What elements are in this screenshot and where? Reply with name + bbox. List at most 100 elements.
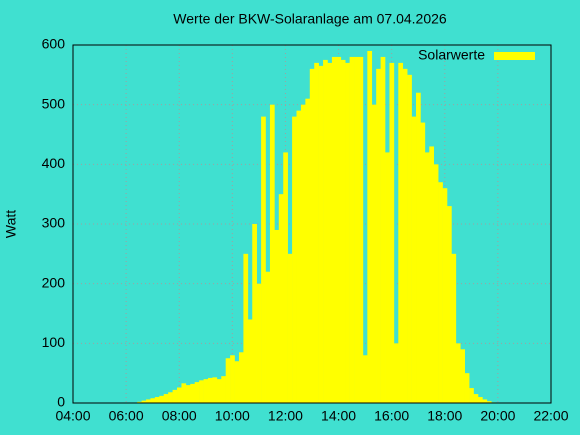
- plot-frame: [72, 44, 552, 404]
- bar: [380, 56, 386, 403]
- x-tick-label: 06:00: [109, 408, 144, 424]
- bar: [256, 283, 262, 403]
- bar: [269, 104, 275, 404]
- bar: [349, 56, 355, 403]
- bar: [177, 387, 182, 403]
- bar: [464, 373, 470, 403]
- bar: [433, 164, 439, 403]
- bar: [212, 377, 218, 403]
- bar: [367, 50, 373, 403]
- bar: [482, 399, 488, 403]
- bar: [309, 68, 315, 403]
- bar: [331, 56, 337, 403]
- y-tick-label: 100: [42, 334, 66, 350]
- bar: [283, 152, 288, 403]
- bar: [420, 122, 426, 404]
- bar: [154, 397, 160, 403]
- bar: [393, 343, 399, 403]
- bar: [159, 395, 165, 403]
- bar: [247, 319, 253, 403]
- y-tick-label: 300: [42, 215, 66, 231]
- x-tick-label: 14:00: [321, 408, 356, 424]
- bar: [442, 188, 448, 403]
- bar: [429, 146, 435, 403]
- bar: [221, 376, 226, 403]
- bar: [172, 389, 178, 403]
- bar: [340, 59, 346, 404]
- bar: [181, 383, 187, 403]
- bar: [327, 62, 333, 404]
- bar: [389, 62, 395, 404]
- bar: [296, 110, 302, 403]
- bar: [194, 382, 200, 403]
- legend-label: Solarwerte: [418, 47, 485, 63]
- x-tick-label: 10:00: [215, 408, 250, 424]
- bar: [265, 271, 271, 403]
- bar: [190, 383, 196, 403]
- bar: [411, 116, 417, 403]
- y-axis-label: Watt: [3, 210, 19, 238]
- bar: [163, 394, 169, 403]
- chart-title: Werte der BKW-Solaranlage am 07.04.2026: [173, 11, 447, 27]
- bar: [438, 182, 443, 403]
- x-tick-label: 16:00: [374, 408, 409, 424]
- y-tick-label: 400: [42, 155, 66, 171]
- bar: [362, 355, 368, 403]
- bar: [287, 253, 293, 403]
- bar: [243, 253, 249, 403]
- bar: [203, 379, 209, 403]
- bar: [261, 116, 266, 403]
- bar: [371, 104, 377, 404]
- bar: [199, 380, 204, 403]
- bar: [407, 74, 412, 403]
- bar: [207, 377, 213, 403]
- bar: [460, 349, 465, 403]
- bar: [336, 56, 342, 403]
- x-tick-label: 12:00: [268, 408, 303, 424]
- bar: [278, 194, 284, 403]
- x-tick-label: 04:00: [55, 408, 90, 424]
- bar: [451, 253, 457, 403]
- bar: [424, 152, 430, 403]
- bar: [402, 68, 408, 403]
- x-tick-label: 08:00: [162, 408, 197, 424]
- bar: [225, 358, 231, 403]
- bar: [345, 62, 350, 404]
- bar: [473, 394, 479, 403]
- bar: [398, 62, 404, 404]
- bar: [146, 399, 151, 403]
- bar: [252, 224, 257, 403]
- bar: [292, 116, 297, 403]
- y-tick-label: 200: [42, 274, 66, 290]
- bar: [323, 59, 328, 404]
- bar: [385, 152, 390, 403]
- y-tick-label: 600: [42, 36, 66, 52]
- bar: [141, 400, 147, 403]
- bar: [234, 361, 240, 403]
- y-tick-label: 0: [57, 394, 65, 410]
- bar: [469, 388, 474, 403]
- bar: [230, 355, 235, 403]
- bar: [477, 397, 483, 403]
- x-tick-label: 18:00: [427, 408, 462, 424]
- bar: [305, 98, 311, 403]
- bar: [238, 352, 244, 403]
- bar: [354, 56, 359, 403]
- legend-swatch: [494, 52, 535, 60]
- bar: [376, 68, 381, 403]
- y-tick-label: 500: [42, 95, 66, 111]
- bar: [168, 392, 173, 403]
- bar: [486, 401, 492, 403]
- x-tick-label: 22:00: [533, 408, 568, 424]
- bar: [137, 401, 142, 403]
- bar: [318, 65, 324, 403]
- bar: [185, 385, 191, 403]
- bar: [416, 92, 421, 403]
- bar: [216, 379, 222, 403]
- bar: [274, 229, 280, 403]
- bar: [300, 104, 306, 404]
- x-tick-label: 20:00: [480, 408, 515, 424]
- bar: [446, 206, 452, 403]
- bar: [358, 56, 364, 403]
